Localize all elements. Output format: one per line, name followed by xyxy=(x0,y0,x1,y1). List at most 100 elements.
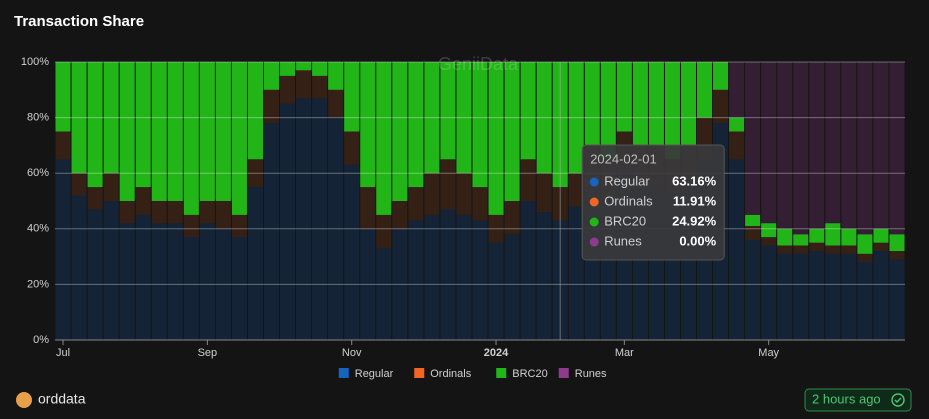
bar-segment xyxy=(87,62,103,188)
bar-segment xyxy=(600,62,616,160)
bar-segment xyxy=(376,214,392,249)
bar-segment xyxy=(777,228,793,246)
bar-segment xyxy=(296,98,312,340)
bar-segment xyxy=(504,234,520,340)
bar-segment xyxy=(472,220,488,340)
bar-segment xyxy=(568,173,584,207)
x-tick-label: May xyxy=(758,347,779,359)
bar-segment xyxy=(87,209,103,340)
bar-segment xyxy=(280,103,296,340)
bar-segment xyxy=(825,62,841,224)
bar-segment xyxy=(263,89,280,124)
bar-segment xyxy=(568,62,584,174)
bar-segment xyxy=(568,206,584,340)
legend-swatch xyxy=(496,368,507,378)
tooltip-date: 2024-02-01 xyxy=(590,151,657,166)
x-tick-label: Sep xyxy=(198,347,218,359)
x-tick-label: 2024 xyxy=(484,347,509,359)
bar-segment xyxy=(408,187,424,221)
bar-segment xyxy=(584,62,600,146)
bar-segment xyxy=(889,259,905,340)
bar-segment xyxy=(745,239,761,340)
bar-segment xyxy=(873,62,889,229)
bar-segment xyxy=(376,62,392,215)
bar-segment xyxy=(199,62,215,201)
bar-segment xyxy=(873,251,889,340)
bar-segment xyxy=(55,159,71,340)
bar-segment xyxy=(55,62,71,132)
x-tick-label: Jul xyxy=(56,347,70,359)
legend-label: Runes xyxy=(575,368,607,380)
bar-segment xyxy=(280,62,296,76)
tooltip-dot xyxy=(589,217,599,227)
bar-segment xyxy=(263,123,280,340)
bar-segment xyxy=(424,62,440,174)
bar-segment xyxy=(472,187,488,221)
bar-segment xyxy=(889,234,905,252)
x-tick-label: Nov xyxy=(342,347,362,359)
bar-segment xyxy=(103,201,119,340)
bar-segment xyxy=(777,245,793,254)
bar-segment xyxy=(392,201,408,229)
bar-segment xyxy=(520,62,536,160)
bar-segment xyxy=(247,159,263,188)
bar-segment xyxy=(119,223,135,340)
bar-segment xyxy=(344,62,360,132)
bar-segment xyxy=(199,223,215,340)
bar-segment xyxy=(247,62,263,160)
plot-area xyxy=(55,62,905,340)
bar-segment xyxy=(215,228,231,340)
bar-segment xyxy=(199,201,215,224)
bar-segment xyxy=(825,223,841,246)
bar-segment xyxy=(857,262,873,340)
bar-segment xyxy=(119,201,135,224)
watermark: GeniiData xyxy=(438,54,519,74)
source-avatar xyxy=(16,392,32,408)
bar-segment xyxy=(87,187,103,210)
bar-segment xyxy=(151,223,167,340)
bar-segment xyxy=(713,89,729,124)
updated-badge xyxy=(804,388,912,412)
tooltip-value: 11.91% xyxy=(673,193,717,208)
tooltip-series-name: Ordinals xyxy=(604,193,653,208)
bar-segment xyxy=(296,62,312,71)
bar-segment xyxy=(680,62,697,146)
bar-segment xyxy=(648,62,664,146)
y-tick-label: 0% xyxy=(33,334,49,346)
y-tick-label: 20% xyxy=(27,278,49,290)
bar-segment xyxy=(488,62,504,215)
bar-segment xyxy=(312,75,328,99)
bar-segment xyxy=(616,62,632,132)
bar-segment xyxy=(697,62,713,118)
bar-segment xyxy=(215,62,231,201)
legend-swatch xyxy=(338,368,349,378)
bar-segment xyxy=(889,251,905,260)
bar-segment xyxy=(183,62,199,215)
bar-segment xyxy=(793,62,809,235)
legend-label: Regular xyxy=(355,368,394,380)
bar-segment xyxy=(809,228,825,243)
bar-segment xyxy=(713,62,729,90)
bar-segment xyxy=(376,248,392,340)
bar-segment xyxy=(472,62,488,188)
check-icon xyxy=(891,393,905,407)
bar-segment xyxy=(344,131,360,165)
tooltip-dot xyxy=(589,177,599,187)
bar-segment xyxy=(167,62,183,201)
bar-segment xyxy=(504,62,520,201)
bar-segment xyxy=(456,214,472,340)
bar-segment xyxy=(55,131,71,160)
bar-segment xyxy=(729,131,745,160)
bar-segment xyxy=(328,117,344,340)
bar-segment xyxy=(777,253,793,340)
source-name[interactable]: orddata xyxy=(38,391,86,407)
bar-segment xyxy=(328,62,344,90)
bar-segment xyxy=(729,62,745,118)
bar-segment xyxy=(841,253,857,340)
bar-segment xyxy=(231,62,247,215)
bar-segment xyxy=(135,187,151,215)
bar-segment xyxy=(664,62,680,160)
bar-segment xyxy=(745,226,761,240)
bar-segment xyxy=(424,173,440,215)
